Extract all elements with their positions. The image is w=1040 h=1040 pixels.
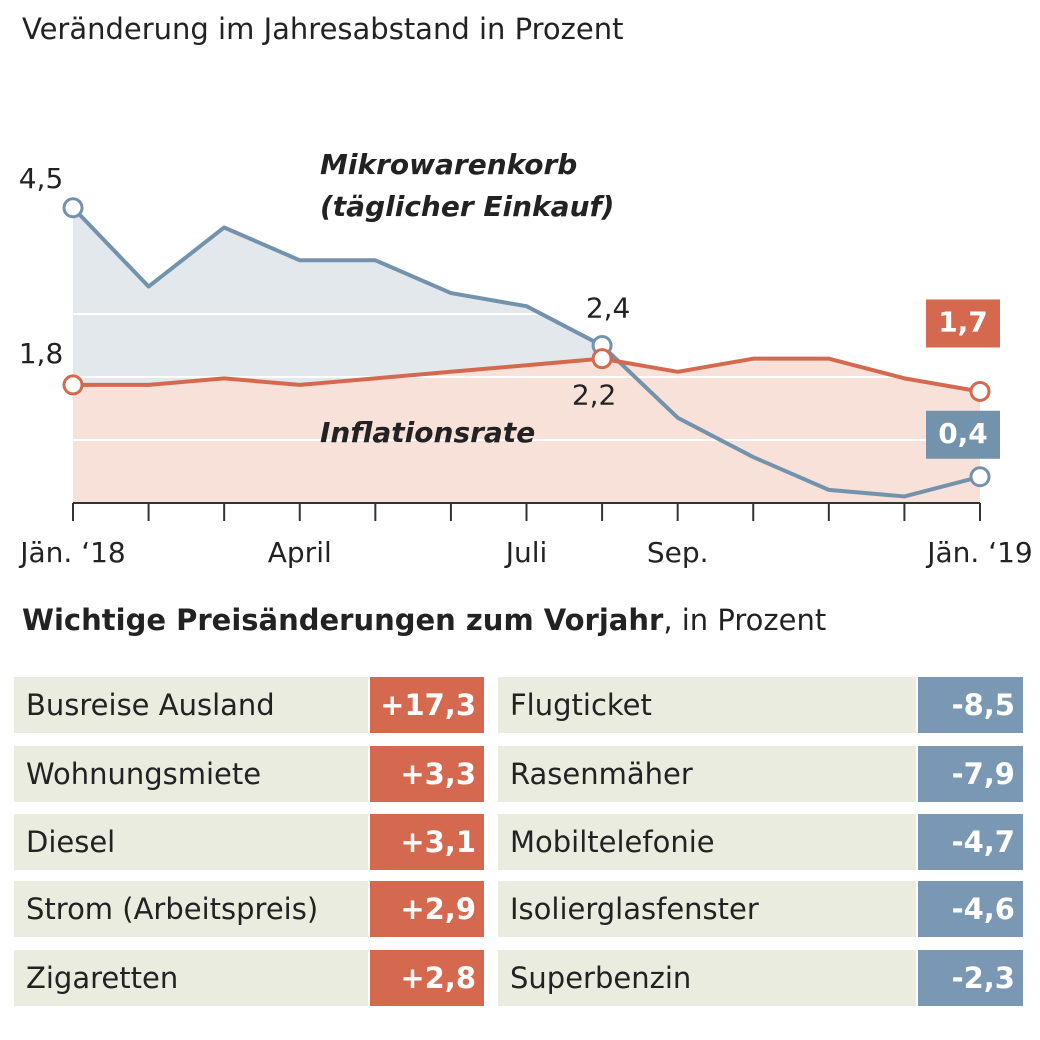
- value-label: 1,7: [938, 305, 988, 338]
- table-row: Superbenzin -2,3: [498, 950, 1023, 1006]
- row-label: Wohnungsmiete: [14, 746, 368, 802]
- table-row: Flugticket -8,5: [498, 677, 1023, 733]
- table-title-bold: Wichtige Preisänderungen zum Vorjahr: [22, 603, 664, 637]
- x-tick-label: Jän. ‘19: [925, 536, 1033, 569]
- row-label: Zigaretten: [14, 950, 368, 1006]
- row-label: Flugticket: [498, 677, 916, 733]
- row-value: +3,1: [370, 814, 484, 870]
- value-label: 1,8: [19, 337, 64, 370]
- value-label: 2,2: [572, 379, 617, 412]
- table-row: Isolierglasfenster -4,6: [498, 881, 1023, 937]
- row-label: Superbenzin: [498, 950, 916, 1006]
- x-tick-label: Sep.: [647, 536, 709, 569]
- point: [969, 380, 991, 402]
- value-label: 4,5: [19, 162, 64, 195]
- row-value: -4,6: [918, 881, 1023, 937]
- value-label: 0,4: [938, 417, 988, 450]
- table-row: Mobiltelefonie -4,7: [498, 814, 1023, 870]
- row-label: Busreise Ausland: [14, 677, 368, 733]
- row-value: -8,5: [918, 677, 1023, 733]
- row-label: Isolierglasfenster: [498, 881, 916, 937]
- line: [71, 206, 981, 499]
- x-tick-label: Jän. ‘18: [18, 536, 126, 569]
- table-row: Rasenmäher -7,9: [498, 746, 1023, 802]
- point: [591, 348, 613, 370]
- subtitle: Veränderung im Jahresabstand in Prozent: [22, 12, 624, 46]
- row-value: +17,3: [370, 677, 484, 733]
- row-value: -4,7: [918, 814, 1023, 870]
- row-label: Diesel: [14, 814, 368, 870]
- point: [969, 466, 991, 488]
- table-row: Busreise Ausland +17,3: [14, 677, 484, 733]
- table-title-rest: , in Prozent: [663, 603, 827, 637]
- series-label: Inflationsrate: [320, 416, 536, 449]
- label-box: [926, 410, 1000, 459]
- series-label: Mikrowarenkorb (täglicher Einkauf): [320, 148, 615, 223]
- table-row: Diesel +3,1: [14, 814, 484, 870]
- row-label: Rasenmäher: [498, 746, 916, 802]
- x-tick-label: April: [268, 536, 332, 569]
- label-box: [926, 299, 1000, 348]
- row-label: Strom (Arbeitspreis): [14, 881, 368, 937]
- row-value: -7,9: [918, 746, 1023, 802]
- table-row: Strom (Arbeitspreis) +2,9: [14, 881, 484, 937]
- line: [73, 356, 981, 394]
- row-label: Mobiltelefonie: [498, 814, 916, 870]
- point: [62, 374, 84, 396]
- row-value: +2,9: [370, 881, 484, 937]
- chart: Jän. ‘18 April Juli Sep. Jän. ‘19 4,5 2,4 0,4 1,…: [18, 162, 1033, 569]
- row-value: +2,8: [370, 950, 484, 1006]
- value-label: 2,4: [586, 292, 631, 325]
- table-title: Wichtige Preisänderungen zum Vorjahr, in…: [22, 603, 826, 637]
- table-row: Wohnungsmiete +3,3: [14, 746, 484, 802]
- row-value: +3,3: [370, 746, 484, 802]
- x-tick-label: Juli: [504, 536, 548, 569]
- point: [62, 197, 84, 219]
- table-row: Zigaretten +2,8: [14, 950, 484, 1006]
- row-value: -2,3: [918, 950, 1023, 1006]
- area: [73, 358, 980, 503]
